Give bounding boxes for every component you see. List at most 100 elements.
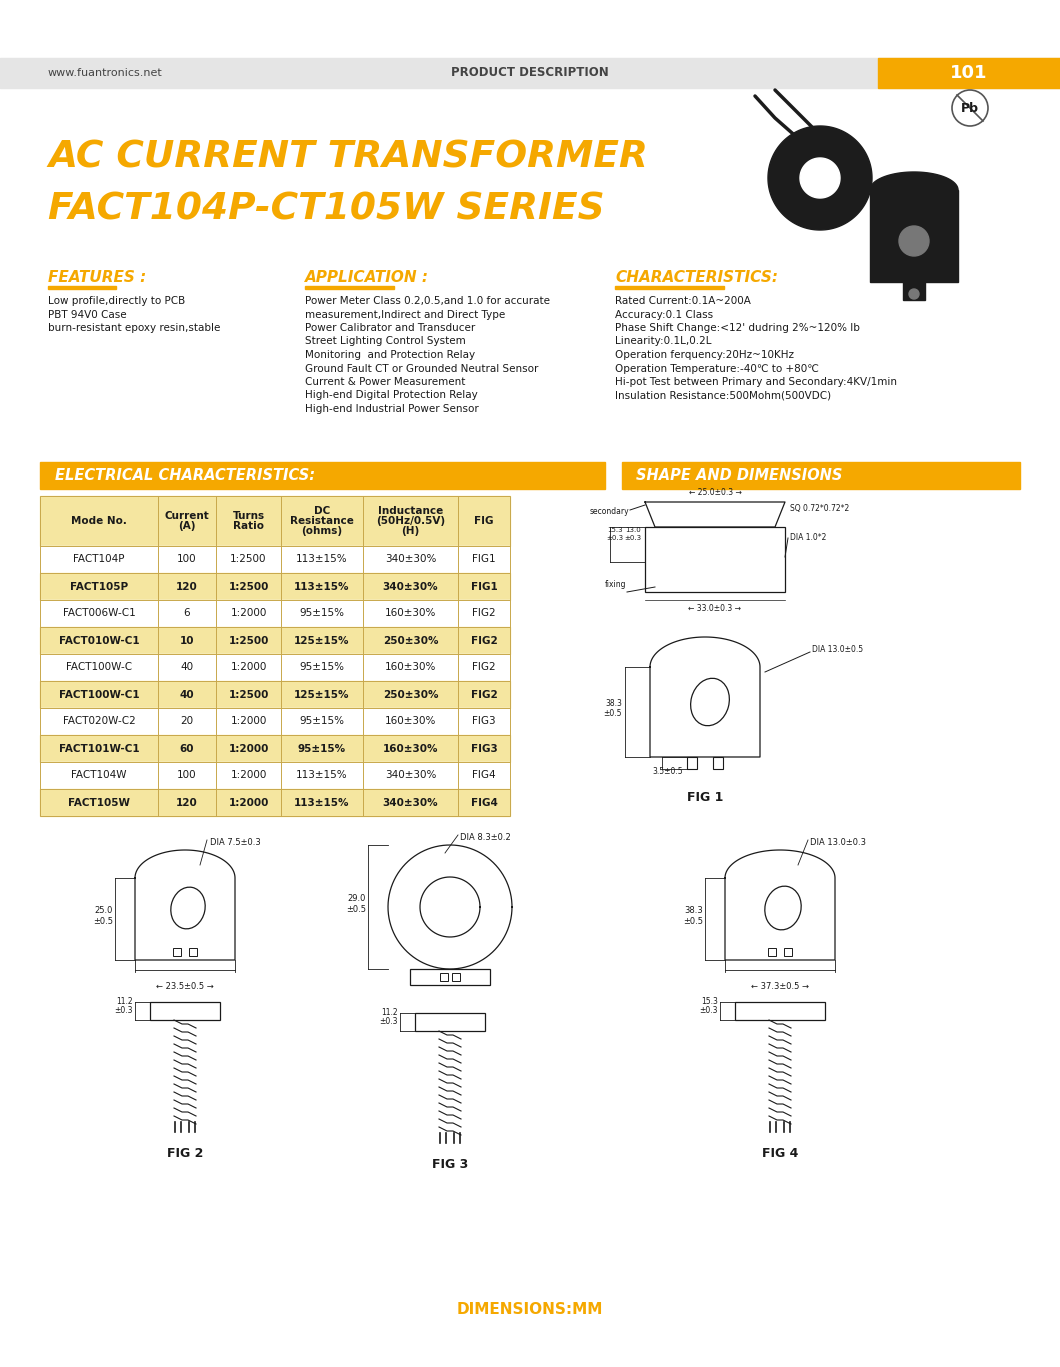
Text: FEATURES :: FEATURES :	[48, 271, 146, 284]
Text: High-end Digital Protection Relay: High-end Digital Protection Relay	[305, 391, 478, 401]
Text: 1:2000: 1:2000	[230, 716, 267, 726]
Bar	[452, 973, 460, 982]
Bar	[0, 57, 1060, 87]
Bar	[40, 600, 510, 627]
Bar	[40, 761, 510, 789]
Text: 113±15%: 113±15%	[295, 581, 350, 592]
Text: DIMENSIONS:MM: DIMENSIONS:MM	[457, 1303, 603, 1318]
Bar	[713, 757, 723, 770]
Text: DIA 1.0*2: DIA 1.0*2	[790, 533, 827, 541]
Text: 3.5±0.5: 3.5±0.5	[652, 767, 683, 776]
Bar	[40, 681, 510, 708]
Text: Phase Shift Change:<12' dudring 2%~120% Ib: Phase Shift Change:<12' dudring 2%~120% …	[615, 323, 860, 334]
Text: ±0.5: ±0.5	[683, 917, 703, 925]
Text: 95±15%: 95±15%	[300, 608, 344, 618]
Text: ← 23.5±0.5 →: ← 23.5±0.5 →	[156, 982, 214, 991]
Text: ±0.5: ±0.5	[93, 917, 113, 925]
Bar	[644, 528, 785, 592]
Text: FIG2: FIG2	[471, 636, 497, 645]
Text: FIG3: FIG3	[472, 716, 496, 726]
Text: ±0.5: ±0.5	[603, 709, 622, 718]
Text: www.fuantronics.net: www.fuantronics.net	[48, 68, 163, 78]
Text: Ratio: Ratio	[233, 521, 264, 530]
Bar	[440, 973, 448, 982]
Text: FACT100W-C1: FACT100W-C1	[58, 689, 139, 700]
Circle shape	[899, 226, 929, 256]
Text: 13.0: 13.0	[625, 528, 641, 533]
Text: 20: 20	[180, 716, 194, 726]
Text: DIA 13.0±0.3: DIA 13.0±0.3	[810, 838, 866, 848]
Text: 250±30%: 250±30%	[383, 636, 438, 645]
Text: Hi-pot Test between Primary and Secondary:4KV/1min: Hi-pot Test between Primary and Secondar…	[615, 377, 897, 387]
Text: DIA 8.3±0.2: DIA 8.3±0.2	[460, 833, 511, 842]
Bar	[40, 462, 605, 489]
Text: secondary: secondary	[590, 507, 630, 515]
Text: fixing: fixing	[605, 580, 626, 589]
Text: FIG: FIG	[474, 515, 494, 526]
Text: 250±30%: 250±30%	[383, 689, 438, 700]
Bar	[40, 789, 510, 816]
Text: 1:2000: 1:2000	[230, 608, 267, 618]
Bar	[40, 735, 510, 761]
Bar	[784, 947, 792, 956]
Text: Current: Current	[164, 511, 210, 521]
Bar	[189, 947, 197, 956]
Text: DIA 7.5±0.3: DIA 7.5±0.3	[210, 838, 261, 848]
Text: 95±15%: 95±15%	[300, 663, 344, 673]
Text: FIG1: FIG1	[472, 555, 496, 565]
Text: ±0.3: ±0.3	[700, 1006, 718, 1016]
Text: ±0.5: ±0.5	[346, 905, 366, 915]
Text: 100: 100	[177, 555, 197, 565]
Text: 40: 40	[180, 663, 194, 673]
Text: 95±15%: 95±15%	[298, 744, 346, 753]
Text: Operation Temperature:-40℃ to +80℃: Operation Temperature:-40℃ to +80℃	[615, 364, 819, 373]
Text: 15.3: 15.3	[701, 997, 718, 1006]
Text: 1:2500: 1:2500	[228, 689, 268, 700]
Text: Insulation Resistance:500Mohm(500VDC): Insulation Resistance:500Mohm(500VDC)	[615, 391, 831, 401]
Polygon shape	[768, 126, 872, 230]
Text: FACT010W-C1: FACT010W-C1	[58, 636, 139, 645]
Text: (50Hz/0.5V): (50Hz/0.5V)	[376, 515, 445, 526]
Bar	[735, 1002, 825, 1020]
Text: 1:2000: 1:2000	[228, 744, 268, 753]
Text: 1:2000: 1:2000	[228, 797, 268, 808]
Text: 1:2000: 1:2000	[230, 663, 267, 673]
Text: Street Lighting Control System: Street Lighting Control System	[305, 336, 465, 346]
Circle shape	[952, 90, 988, 126]
Text: burn-resistant epoxy resin,stable: burn-resistant epoxy resin,stable	[48, 323, 220, 334]
Text: FACT105P: FACT105P	[70, 581, 128, 592]
Text: 6: 6	[183, 608, 191, 618]
Text: 340±30%: 340±30%	[383, 581, 439, 592]
Text: ±0.3: ±0.3	[606, 534, 623, 541]
Text: 101: 101	[950, 64, 988, 82]
Polygon shape	[870, 172, 958, 190]
Text: 1:2500: 1:2500	[228, 636, 268, 645]
Text: FIG 4: FIG 4	[762, 1147, 798, 1161]
Bar	[410, 969, 490, 986]
Text: AC CURRENT TRANSFORMER: AC CURRENT TRANSFORMER	[48, 139, 648, 176]
Text: 95±15%: 95±15%	[300, 716, 344, 726]
Text: 160±30%: 160±30%	[385, 716, 436, 726]
Text: FACT006W-C1: FACT006W-C1	[63, 608, 136, 618]
Text: 340±30%: 340±30%	[383, 797, 439, 808]
Bar	[622, 462, 1020, 489]
Text: ← 33.0±0.3 →: ← 33.0±0.3 →	[689, 604, 742, 612]
Text: DC: DC	[314, 506, 330, 515]
Text: 120: 120	[176, 581, 198, 592]
Text: FIG 1: FIG 1	[687, 791, 723, 804]
Text: ±0.3: ±0.3	[379, 1017, 398, 1027]
Text: Power Calibrator and Transducer: Power Calibrator and Transducer	[305, 323, 475, 334]
Bar	[40, 545, 510, 573]
Text: FIG2: FIG2	[472, 608, 496, 618]
Text: ← 25.0±0.3 →: ← 25.0±0.3 →	[689, 488, 741, 498]
Text: DIA 13.0±0.5: DIA 13.0±0.5	[812, 644, 863, 653]
Text: Current & Power Measurement: Current & Power Measurement	[305, 377, 465, 387]
Text: 1:2500: 1:2500	[228, 581, 268, 592]
Bar	[768, 947, 776, 956]
Text: 340±30%: 340±30%	[385, 771, 436, 781]
Bar	[48, 286, 117, 288]
Text: Ground Fault CT or Grounded Neutral Sensor: Ground Fault CT or Grounded Neutral Sens…	[305, 364, 538, 373]
Text: Accuracy:0.1 Class: Accuracy:0.1 Class	[615, 309, 713, 320]
Text: FIG2: FIG2	[471, 689, 497, 700]
Text: FACT100W-C: FACT100W-C	[66, 663, 132, 673]
